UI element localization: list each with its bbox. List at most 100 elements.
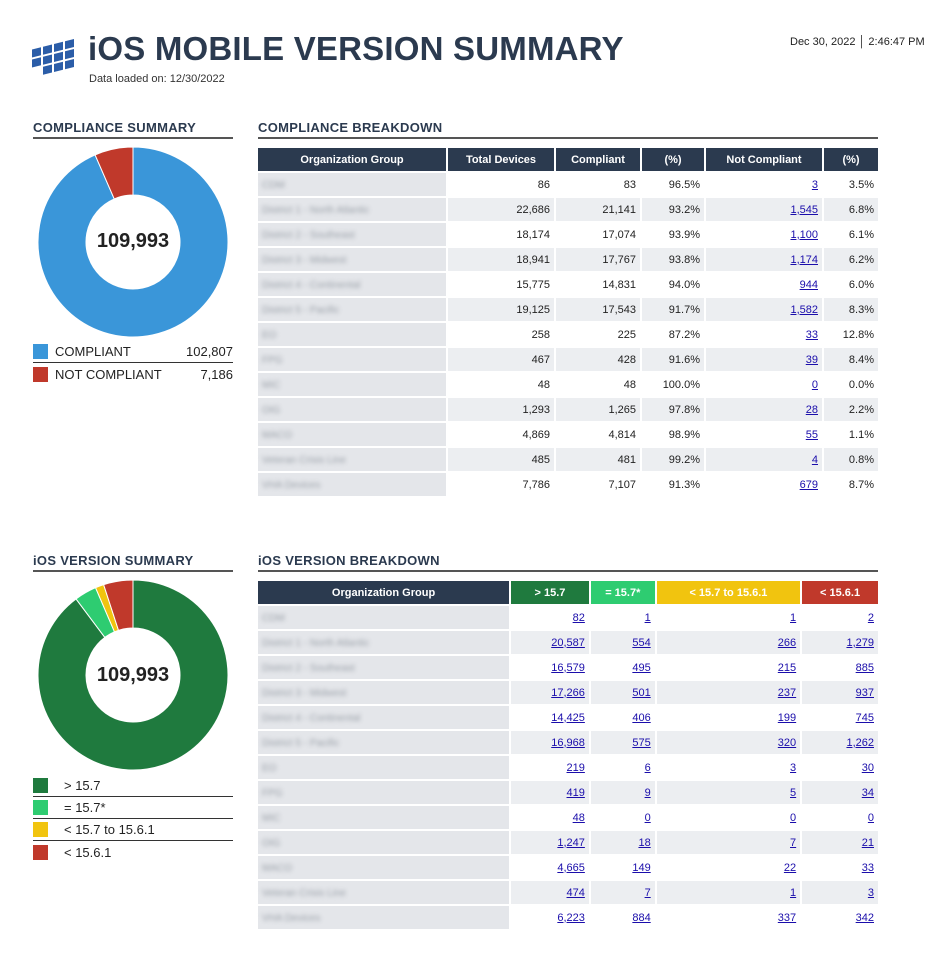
not-compliant-link[interactable]: 4 [811,453,818,466]
compliant-pct-cell: 87.2% [668,328,700,341]
version-count-link[interactable]: 149 [632,861,651,874]
not-compliant-link[interactable]: 0 [811,378,818,391]
version-count-link[interactable]: 22 [783,861,797,874]
version-count-link[interactable]: 1,247 [557,836,585,849]
version-count-link[interactable]: 30 [861,761,874,774]
version-count-link[interactable]: 1 [790,886,797,899]
legend-value: 7,186 [200,366,233,382]
compliant-cell: 428 [556,348,640,371]
not-compliant-link[interactable]: 3 [811,178,818,191]
org-group-name: MIC [262,812,281,824]
org-group-name: CDM [262,179,285,191]
version-count-link[interactable]: 1 [644,611,651,624]
not-compliant-cell: 1,100 [706,223,822,246]
org-group-name: CDM [262,612,285,624]
version-count-link[interactable]: 6 [644,761,651,774]
not-compliant-cell: 1,582 [706,298,822,321]
not-compliant-link[interactable]: 55 [805,428,818,441]
version-count-cell: 34 [802,781,878,804]
version-count-link[interactable]: 33 [861,861,874,874]
version-count-link[interactable]: 266 [777,636,797,649]
version-count-link[interactable]: 885 [855,661,874,674]
compliant-pct-cell: 91.7% [642,298,704,321]
version-count-link[interactable]: 745 [855,711,874,724]
version-count-link[interactable]: 7 [644,886,651,899]
version-count-link[interactable]: 16,579 [551,661,585,674]
version-count-link[interactable]: 320 [777,736,797,749]
column-header: < 15.7 to 15.6.1 [656,581,801,604]
version-count-link[interactable]: 82 [572,611,585,624]
version-count-link[interactable]: 0 [644,811,651,824]
version-count-link[interactable]: 937 [855,686,874,699]
not-compliant-link[interactable]: 1,545 [790,203,818,216]
not-compliant-link[interactable]: 33 [805,328,818,341]
version-count-link[interactable]: 48 [572,811,585,824]
legend-item: < 15.7 to 15.6.1 [33,819,233,841]
version-count-link[interactable]: 474 [566,886,585,899]
not-compliant-cell: 3 [706,173,822,196]
version-count-link[interactable]: 337 [777,911,797,924]
version-count-cell: 495 [591,656,655,679]
version-count-link[interactable]: 6,223 [557,911,585,924]
version-count-link[interactable]: 419 [566,786,585,799]
version-count-link[interactable]: 9 [644,786,651,799]
org-group-cell: CDM [258,173,446,196]
version-count-link[interactable]: 20,587 [551,636,585,649]
version-count-link[interactable]: 501 [632,686,651,699]
version-count-link[interactable]: 342 [855,911,874,924]
total-devices-cell: 18,174 [516,228,550,241]
version-count-link[interactable]: 21 [861,836,874,849]
version-count-link[interactable]: 14,425 [551,711,585,724]
version-count-link[interactable]: 34 [861,786,874,799]
version-count-link[interactable]: 1,279 [846,636,874,649]
version-count-link[interactable]: 2 [867,611,874,624]
version-count-link[interactable]: 1,262 [846,736,874,749]
version-count-cell: 937 [802,681,878,704]
column-header: > 15.7 [511,581,589,604]
version-count-cell: 21 [802,831,878,854]
version-count-link[interactable]: 495 [632,661,651,674]
not-compliant-link[interactable]: 944 [799,278,818,291]
version-count-link[interactable]: 7 [790,836,797,849]
version-count-link[interactable]: 17,266 [551,686,585,699]
version-count-link[interactable]: 1 [790,611,797,624]
compliance-breakdown-heading: COMPLIANCE BREAKDOWN [258,120,878,139]
compliant-pct-cell: 91.6% [642,348,704,371]
not-compliant-pct-cell: 6.2% [824,248,878,271]
version-count-link[interactable]: 237 [777,686,797,699]
not-compliant-pct-cell: 0.8% [824,448,878,471]
not-compliant-link[interactable]: 1,100 [790,228,818,241]
column-header: Organization Group [258,148,446,171]
version-count-link[interactable]: 5 [790,786,797,799]
version-count-cell: 266 [656,631,801,654]
version-count-link[interactable]: 575 [632,736,651,749]
not-compliant-link[interactable]: 1,174 [790,253,818,266]
org-group-cell: MIC [258,806,510,829]
version-count-link[interactable]: 18 [638,836,651,849]
total-devices-cell: 18,941 [448,248,554,271]
not-compliant-link[interactable]: 28 [805,403,818,416]
not-compliant-link[interactable]: 679 [799,478,818,491]
version-count-link[interactable]: 3 [867,886,874,899]
org-group-name: MIC [262,379,281,391]
version-count-link[interactable]: 199 [777,711,797,724]
version-count-link[interactable]: 215 [777,661,797,674]
not-compliant-link[interactable]: 1,582 [790,303,818,316]
org-group-cell: District 4 - Continental [258,273,446,296]
not-compliant-cell: 39 [706,348,822,371]
version-count-link[interactable]: 406 [632,711,651,724]
version-count-cell: 575 [590,731,655,754]
compliance-donut-chart [37,146,229,338]
version-count-link[interactable]: 554 [632,636,651,649]
version-count-link[interactable]: 0 [790,811,797,824]
version-count-link[interactable]: 884 [632,911,651,924]
version-count-link[interactable]: 16,968 [551,736,585,749]
not-compliant-link[interactable]: 39 [805,353,818,366]
version-count-link[interactable]: 0 [867,811,874,824]
table-row: OIG 1,247 18 7 21 [258,831,878,854]
version-count-link[interactable]: 219 [566,761,585,774]
org-group-name: VHA Devices [262,912,321,924]
version-count-link[interactable]: 4,665 [557,861,585,874]
version-count-link[interactable]: 3 [790,761,797,774]
org-group-name: District 2 - Southeast [262,229,355,241]
